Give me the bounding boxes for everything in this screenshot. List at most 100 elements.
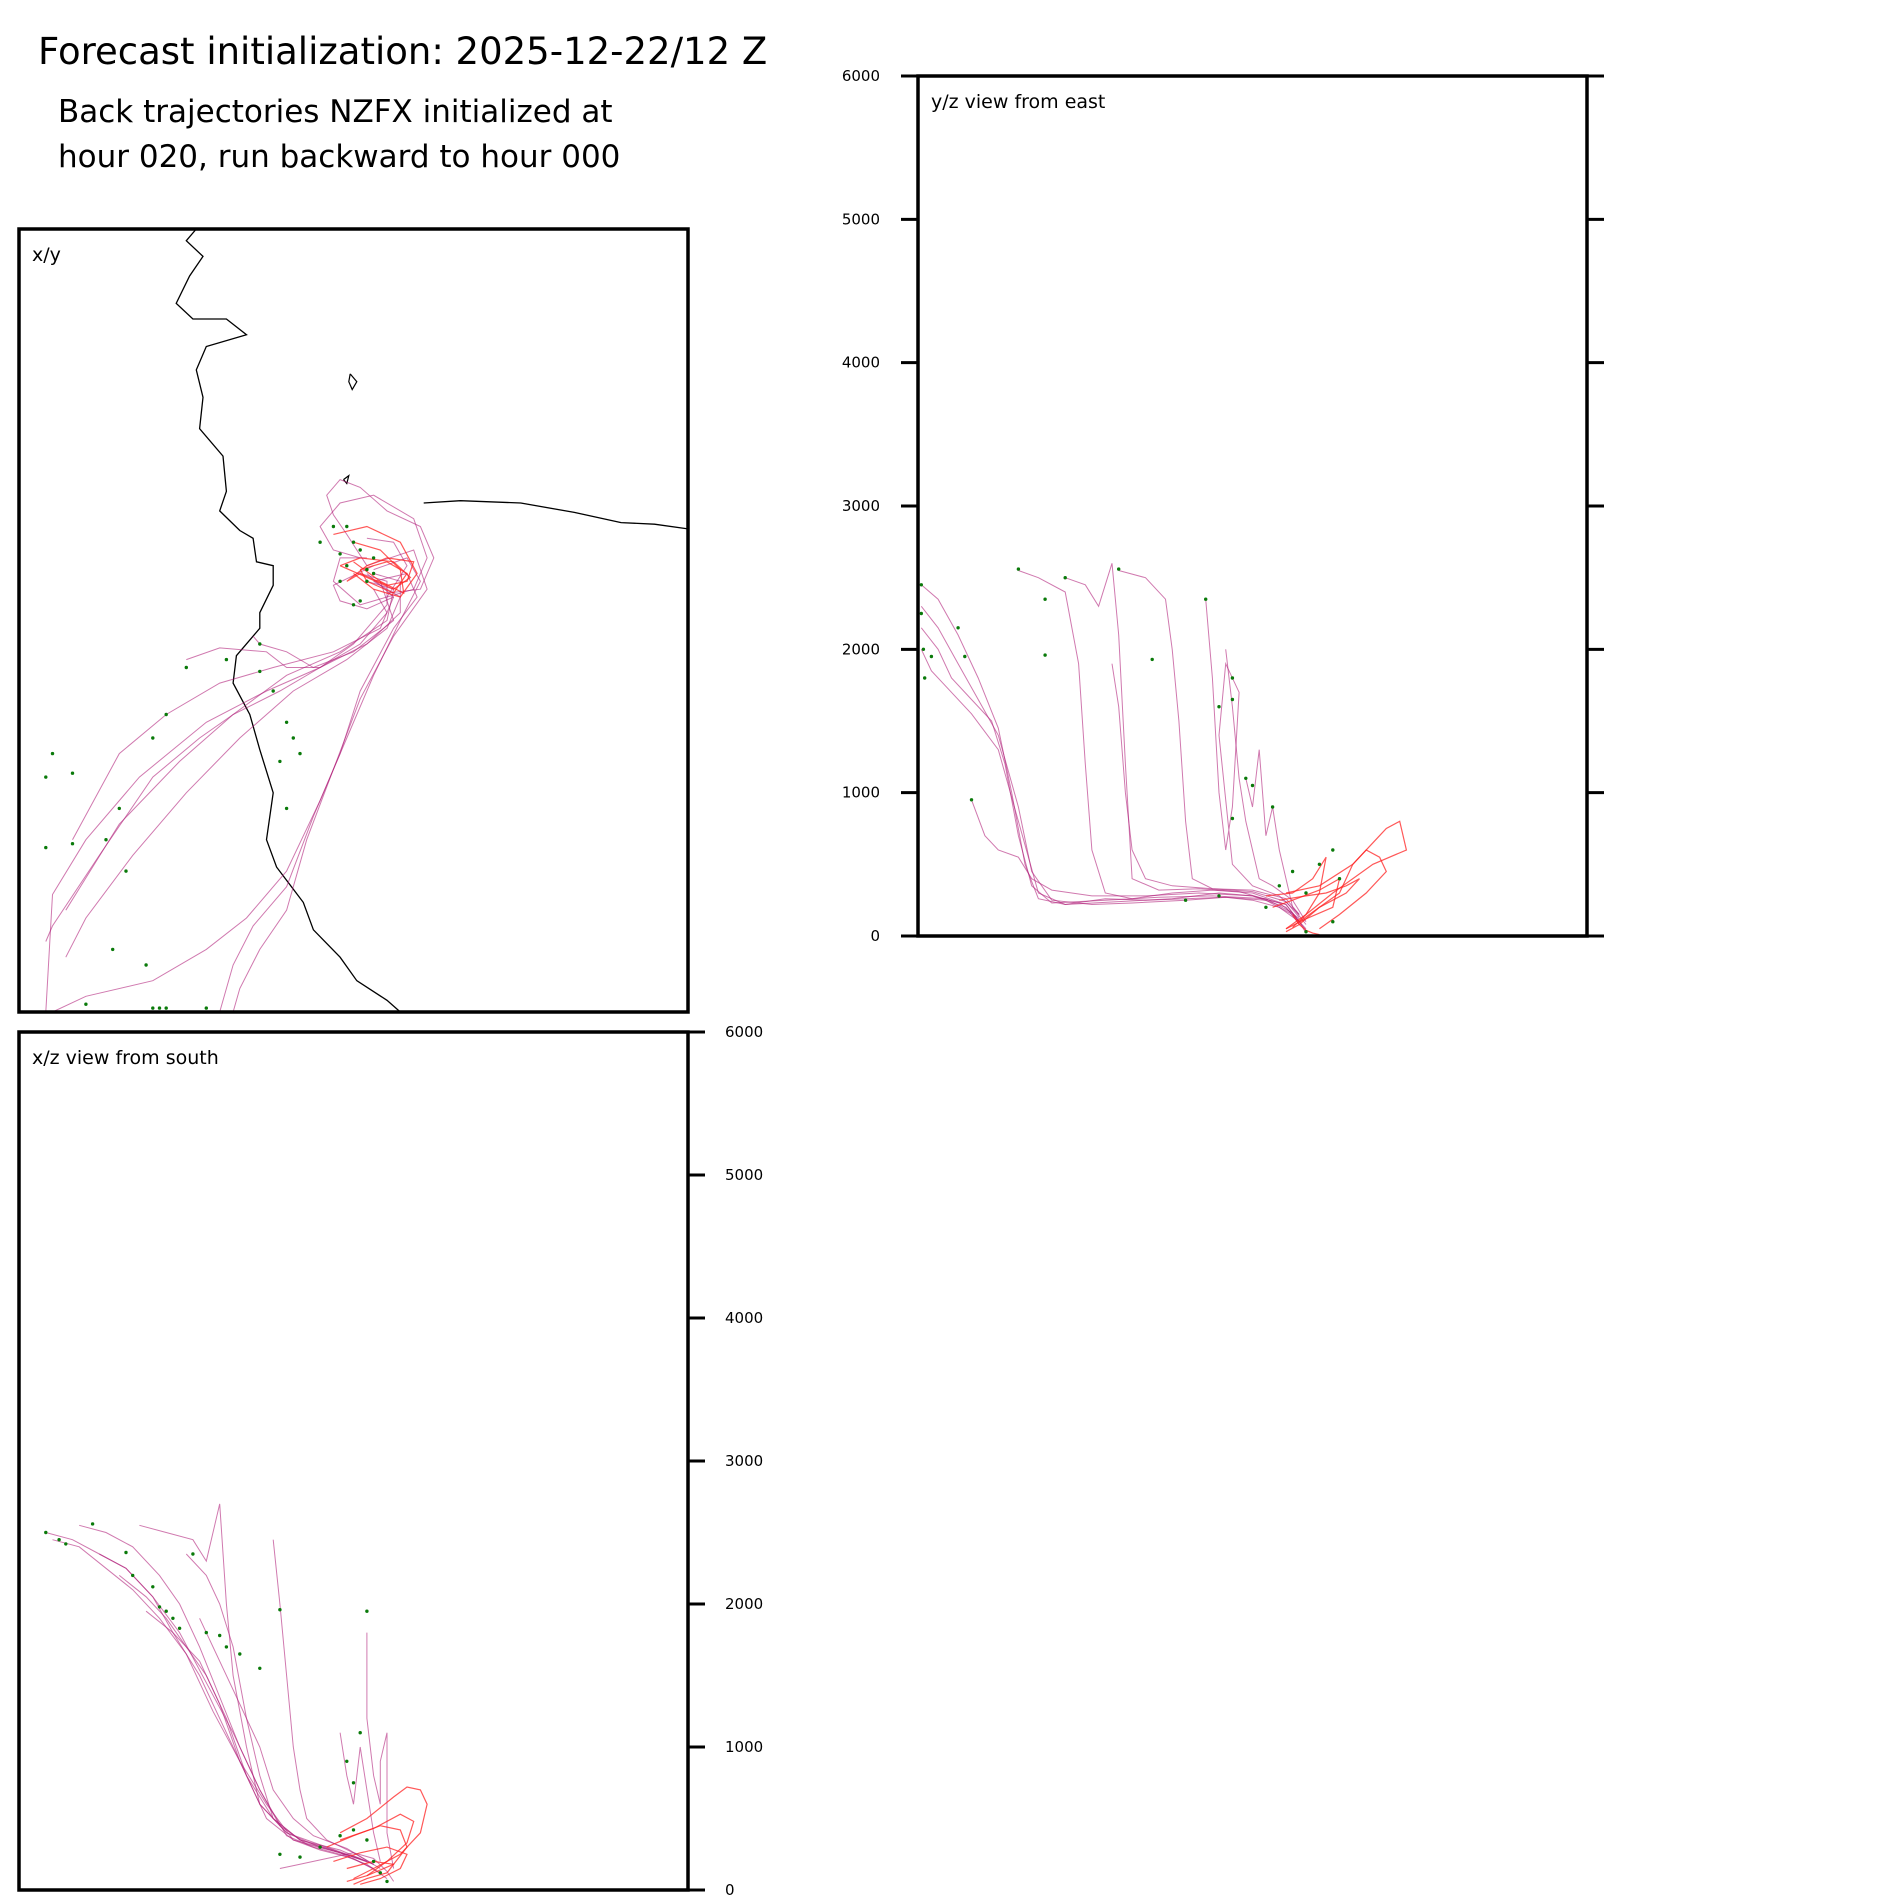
y-tick-label: 5000 [725, 1166, 763, 1184]
y-tick-label: 6000 [725, 1023, 763, 1041]
y-tick-label: 4000 [725, 1309, 763, 1327]
trajectory-line-purple [920, 627, 1307, 931]
trajectory-start-point [358, 548, 362, 552]
trajectory-start-point [921, 647, 926, 651]
trajectory-line-purple [52, 557, 421, 1012]
trajectory-start-point [171, 1616, 175, 1621]
trajectory-line-red [346, 1860, 395, 1885]
trajectory-start-point [1063, 576, 1067, 580]
trajectory-start-point [365, 1609, 369, 1613]
trajectory-start-point [351, 603, 356, 607]
island-outline [348, 373, 358, 391]
trajectory-line-red [1265, 856, 1327, 928]
trajectory-line-red [346, 557, 415, 586]
trajectory-line-red [1298, 849, 1388, 930]
trajectory-start-point [238, 1652, 242, 1656]
trajectory-start-point [218, 1633, 222, 1638]
trajectory-line-purple [186, 573, 388, 668]
trajectory-line-purple [920, 605, 1307, 930]
trajectory-start-point [1183, 898, 1188, 902]
trajectory-start-point [144, 963, 148, 967]
trajectory-start-point [351, 1781, 356, 1785]
trajectory-line-purple [45, 573, 401, 1012]
trajectory-start-point [1337, 877, 1342, 881]
y-tick-label: 1000 [725, 1738, 763, 1756]
trajectory-start-point [929, 654, 934, 659]
trajectory-line-purple [1205, 599, 1300, 915]
trajectory-start-point [177, 1626, 182, 1631]
trajectory-line-purple [1111, 663, 1300, 915]
trajectory-line-purple [199, 1618, 374, 1865]
trajectory-start-point [258, 669, 262, 674]
y-tick-label: 0 [870, 927, 880, 945]
trajectory-start-point [157, 1605, 162, 1609]
trajectory-start-point [919, 611, 923, 616]
trajectory-start-point [90, 1522, 95, 1526]
y-tick-label: 3000 [725, 1452, 763, 1470]
trajectory-start-point [164, 712, 168, 717]
trajectory-line-purple [219, 572, 418, 1012]
y-tick-label: 5000 [842, 210, 880, 228]
trajectory-start-point [131, 1573, 135, 1578]
trajectory-start-point [318, 540, 322, 544]
xz-plot-area [44, 1503, 428, 1885]
trajectory-start-point [1217, 705, 1221, 709]
trajectory-line-purple [920, 649, 1300, 925]
trajectory-line-red [333, 1846, 408, 1885]
trajectory-start-point [284, 720, 289, 724]
trajectory-start-point [204, 1006, 208, 1010]
trajectory-start-point [191, 1552, 195, 1556]
trajectory-start-point [358, 599, 362, 603]
xy-panel: x/y [17, 227, 690, 1014]
trajectory-line-purple [1018, 570, 1300, 923]
trajectory-start-point [345, 1759, 349, 1764]
trajectory-start-point [1290, 869, 1295, 874]
trajectory-start-point [224, 657, 229, 662]
trajectory-line-red [1279, 878, 1360, 933]
trajectory-start-point [64, 1542, 68, 1546]
page-title: Forecast initialization: 2025-12-22/12 Z [38, 30, 768, 73]
trajectory-start-point [84, 1002, 88, 1006]
trajectory-start-point [70, 771, 75, 775]
trajectory-start-point [298, 751, 302, 756]
trajectory-start-point [338, 1834, 342, 1838]
trajectory-start-point [278, 1608, 282, 1612]
trajectory-start-point [70, 842, 75, 846]
subtitle-line-1: Back trajectories NZFX initialized at [58, 94, 613, 130]
trajectory-start-point [963, 654, 967, 659]
trajectory-line-purple [332, 537, 408, 606]
trajectory-start-point [1043, 653, 1047, 657]
trajectory-line-purple [52, 1539, 381, 1874]
trajectory-line-purple [99, 1553, 368, 1862]
trajectory-line-red [339, 557, 412, 590]
trajectory-start-point [1317, 862, 1322, 866]
trajectory-start-point [1204, 597, 1208, 601]
xy-plot-area [44, 229, 688, 1012]
y-tick-label: 6000 [842, 67, 880, 85]
panel-label: y/z view from east [931, 91, 1105, 113]
trajectory-start-point [1230, 676, 1235, 680]
y-tick-label: 2000 [725, 1595, 763, 1613]
trajectory-start-point [345, 524, 349, 529]
trajectory-start-point [1230, 816, 1235, 821]
trajectory-start-point [1150, 657, 1154, 662]
trajectory-start-point [258, 1666, 262, 1671]
xz-frame [17, 1030, 690, 1892]
yz-panel: y/z view from east 0 1000 2000 3000 4000 5000 6… [842, 67, 1604, 945]
trajectory-start-point [969, 798, 974, 802]
y-tick-label: 2000 [842, 640, 880, 658]
trajectory-start-point [1277, 884, 1282, 888]
trajectory-start-point [338, 552, 342, 556]
trajectory-line-red [333, 525, 418, 598]
trajectory-start-point [1244, 776, 1248, 780]
y-tick-label: 3000 [842, 497, 880, 515]
trajectory-start-point [338, 579, 342, 583]
trajectory-line-purple [319, 494, 428, 598]
trajectory-start-point [164, 1006, 168, 1010]
trajectory-start-point [151, 736, 155, 740]
trajectory-start-point [351, 1828, 356, 1832]
trajectory-start-point [371, 571, 376, 576]
trajectory-start-point [1331, 848, 1335, 852]
trajectory-line-purple [45, 588, 388, 942]
